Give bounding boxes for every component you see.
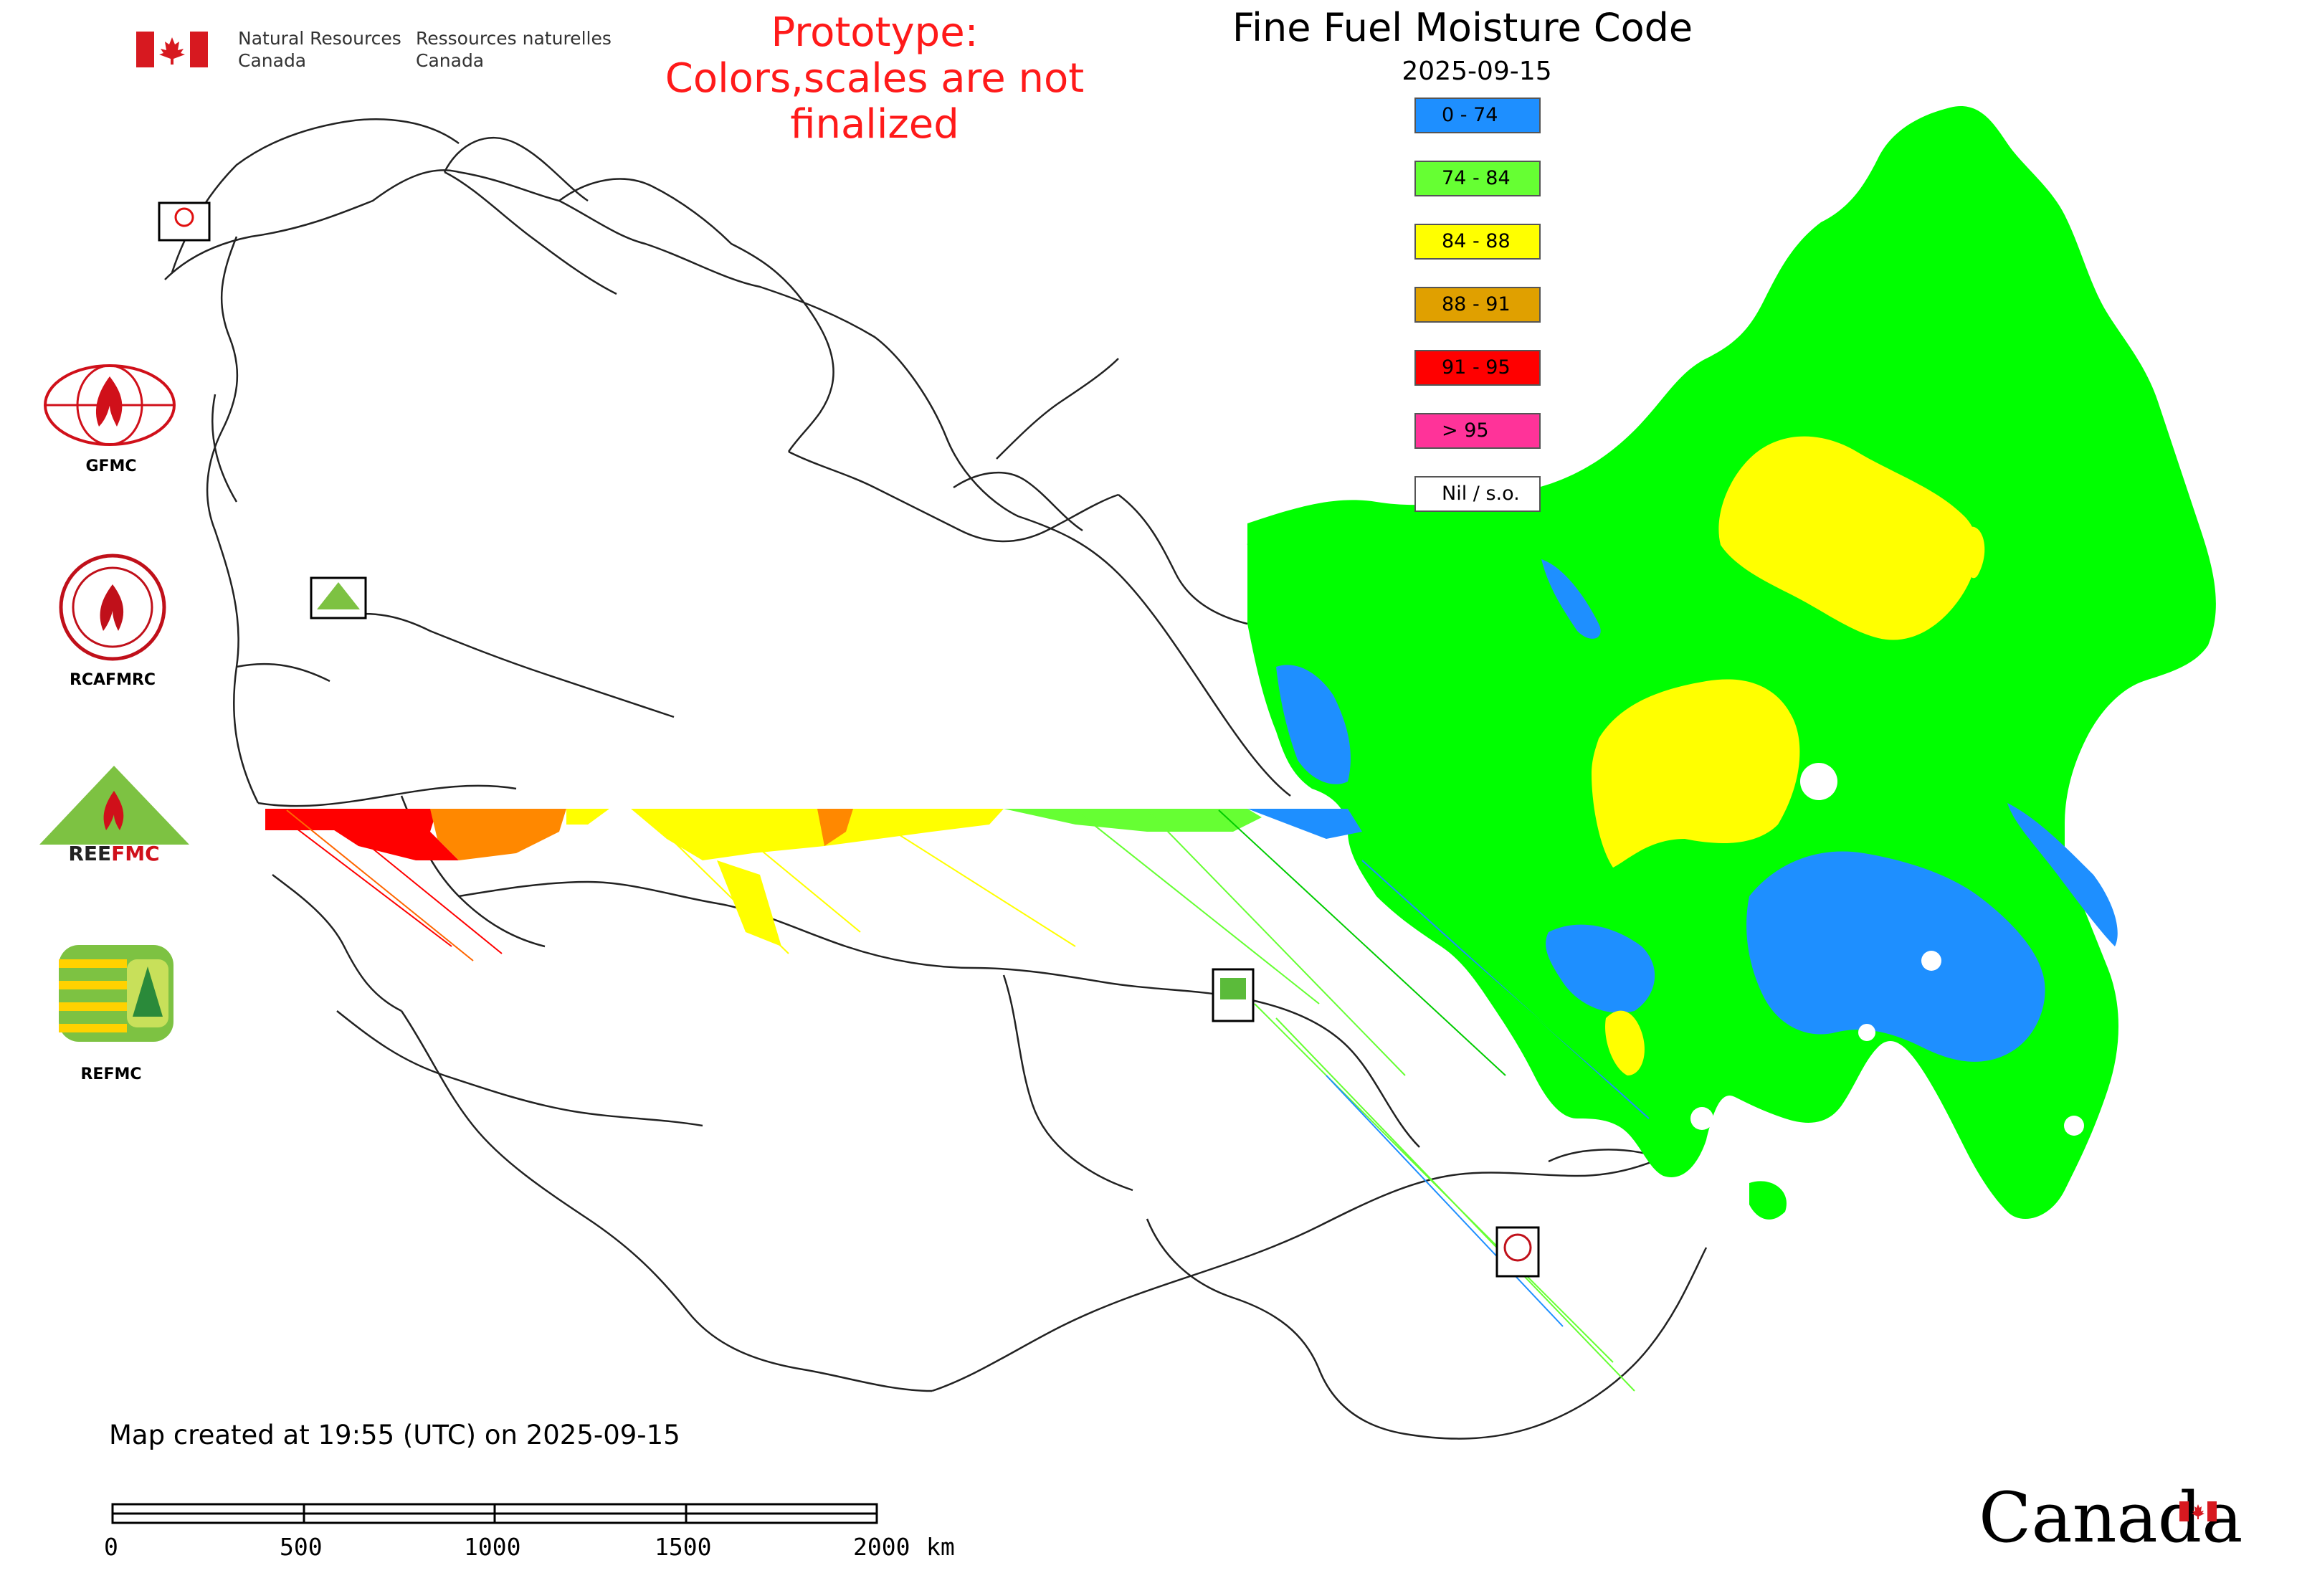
region-yellow-south xyxy=(1605,1010,1645,1075)
rcafmrc-seal-logo xyxy=(57,552,168,663)
region-yellow-north xyxy=(1718,436,1978,640)
canada-wordmark: Canada xyxy=(1979,1478,2243,1558)
marker-rcafmrc xyxy=(1495,1226,1540,1278)
warning-line2: Colors,scales are not finalized xyxy=(665,55,1085,148)
region-green-base xyxy=(1247,106,2216,1220)
region-yellow-centre xyxy=(1592,679,1800,868)
org-fr-line1: Ressources naturelles xyxy=(416,28,612,49)
region-blue-north xyxy=(1541,559,1601,639)
warning-line1: Prototype: xyxy=(771,9,979,56)
map-created-note: Map created at 19:55 (UTC) on 2025-09-15 xyxy=(109,1420,680,1450)
region-blue-west xyxy=(1276,665,1351,784)
gfmc-label: GFMC xyxy=(85,457,137,475)
gfmc-icon xyxy=(44,364,176,446)
org-en-line2: Canada xyxy=(238,50,307,71)
scale-tick-2000: 2000 xyxy=(853,1533,910,1561)
scale-bar xyxy=(111,1503,878,1524)
svg-text:REEFMC: REEFMC xyxy=(68,842,159,865)
canada-flag-icon xyxy=(136,32,208,67)
gfmc-globe-flame-logo xyxy=(42,362,178,448)
legend-item-1: 74 - 84 xyxy=(1414,161,1541,196)
scale-tick-500: 500 xyxy=(280,1533,323,1561)
ffmc-data-region xyxy=(1247,106,2216,1220)
scale-tick-0: 0 xyxy=(104,1533,118,1561)
ffmc-streaks xyxy=(272,809,1685,1392)
org-en-line1: Natural Resources xyxy=(238,28,401,49)
legend-label: 88 - 91 xyxy=(1442,293,1511,315)
marker-refmc xyxy=(1212,968,1255,1022)
reefmc-icon: REEFMC xyxy=(39,766,189,865)
scale-unit: km xyxy=(926,1533,955,1561)
refmc-label: REFMC xyxy=(80,1065,142,1083)
refmc-sigma-logo xyxy=(59,945,173,1042)
legend-item-6: Nil / s.o. xyxy=(1414,476,1541,512)
site-markers xyxy=(158,201,1540,1278)
reefmc-triangle-logo: REEFMC xyxy=(37,766,191,866)
region-green-sakhalin xyxy=(1749,1181,1787,1220)
region-green-kamchatka xyxy=(2007,373,2175,660)
legend-item-0: 0 - 74 xyxy=(1414,98,1541,133)
legend-label: 74 - 84 xyxy=(1442,167,1511,189)
legend-label: 0 - 74 xyxy=(1442,104,1498,126)
legend-label: 91 - 95 xyxy=(1442,356,1511,379)
scale-tick-1000: 1000 xyxy=(464,1533,521,1561)
legend-label: Nil / s.o. xyxy=(1442,483,1520,505)
prototype-warning: Prototype: Colors,scales are not finaliz… xyxy=(631,10,1118,148)
refmc-icon xyxy=(59,945,173,1042)
region-blue-sakhalin xyxy=(2007,803,2118,946)
ffmc-band-strip xyxy=(265,809,1362,946)
rcafmrc-icon xyxy=(59,554,166,661)
wordmark-flag-icon xyxy=(2179,1501,2217,1521)
legend-item-3: 88 - 91 xyxy=(1414,287,1541,323)
legend-item-4: 91 - 95 xyxy=(1414,350,1541,386)
org-fr-line2: Canada xyxy=(416,50,485,71)
legend-item-5: > 95 xyxy=(1414,413,1541,449)
map-title: Fine Fuel Moisture Code xyxy=(1232,5,1693,50)
rcafmrc-label: RCAFMRC xyxy=(69,671,156,689)
marker-reefmc xyxy=(310,576,367,619)
org-name-en: Natural Resources Canada xyxy=(238,27,401,72)
marker-gfmc xyxy=(158,201,211,242)
region-yellow-east xyxy=(1964,526,1985,579)
region-blue-lower xyxy=(1746,851,2045,1062)
map-date: 2025-09-15 xyxy=(1402,57,1552,86)
scale-tick-1500: 1500 xyxy=(655,1533,712,1561)
org-name-fr: Ressources naturelles Canada xyxy=(416,27,612,72)
legend-label: 84 - 88 xyxy=(1442,230,1511,252)
legend-label: > 95 xyxy=(1442,419,1489,442)
legend-item-2: 84 - 88 xyxy=(1414,224,1541,260)
region-blue-lower2 xyxy=(1546,924,1655,1013)
